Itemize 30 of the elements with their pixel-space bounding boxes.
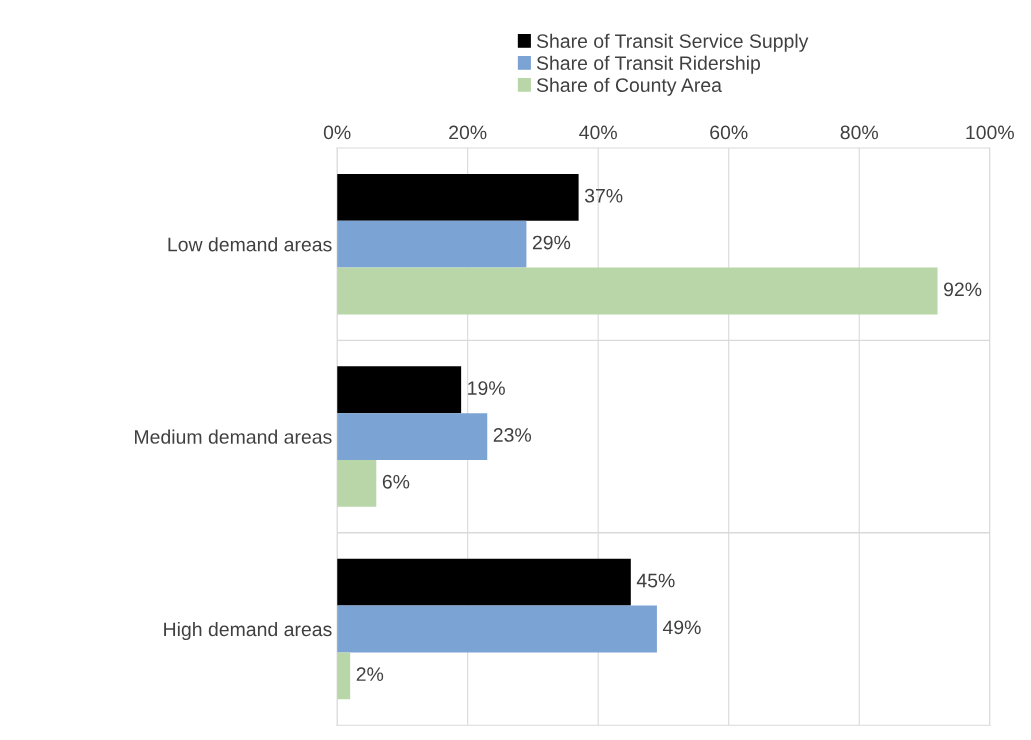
legend-label: Share of Transit Service Supply: [536, 33, 809, 52]
legend-label: Share of Transit Ridership: [536, 55, 761, 74]
data-label: 6%: [382, 474, 410, 489]
bar: [337, 413, 488, 461]
y-tick-label: Medium demand areas: [135, 429, 332, 444]
bar: [337, 267, 938, 315]
data-label: 2%: [356, 667, 384, 681]
data-label: 45%: [636, 573, 675, 588]
bar: [337, 652, 351, 700]
data-label: 19%: [468, 381, 505, 395]
data-label: 49%: [662, 620, 701, 635]
data-label: 92%: [944, 282, 982, 297]
legend-label: Share of County Area: [536, 77, 722, 96]
bar: [337, 605, 657, 653]
x-tick-label: 40%: [579, 125, 617, 140]
data-label: 29%: [532, 235, 571, 250]
data-label: 37%: [584, 188, 623, 203]
x-tick-label: 60%: [710, 125, 748, 140]
bar: [337, 460, 377, 507]
x-tick-label: 100%: [966, 125, 1014, 140]
y-tick-label: Low demand areas: [168, 237, 332, 252]
x-tick-label: 80%: [840, 125, 878, 140]
bar: [337, 366, 462, 414]
bar: [337, 558, 631, 606]
x-tick-label: 20%: [449, 125, 487, 140]
x-tick-label: 0%: [323, 125, 351, 140]
data-label: 23%: [493, 428, 532, 442]
bar: [337, 173, 579, 221]
y-tick-label: High demand areas: [164, 621, 332, 641]
bar: [337, 220, 527, 268]
